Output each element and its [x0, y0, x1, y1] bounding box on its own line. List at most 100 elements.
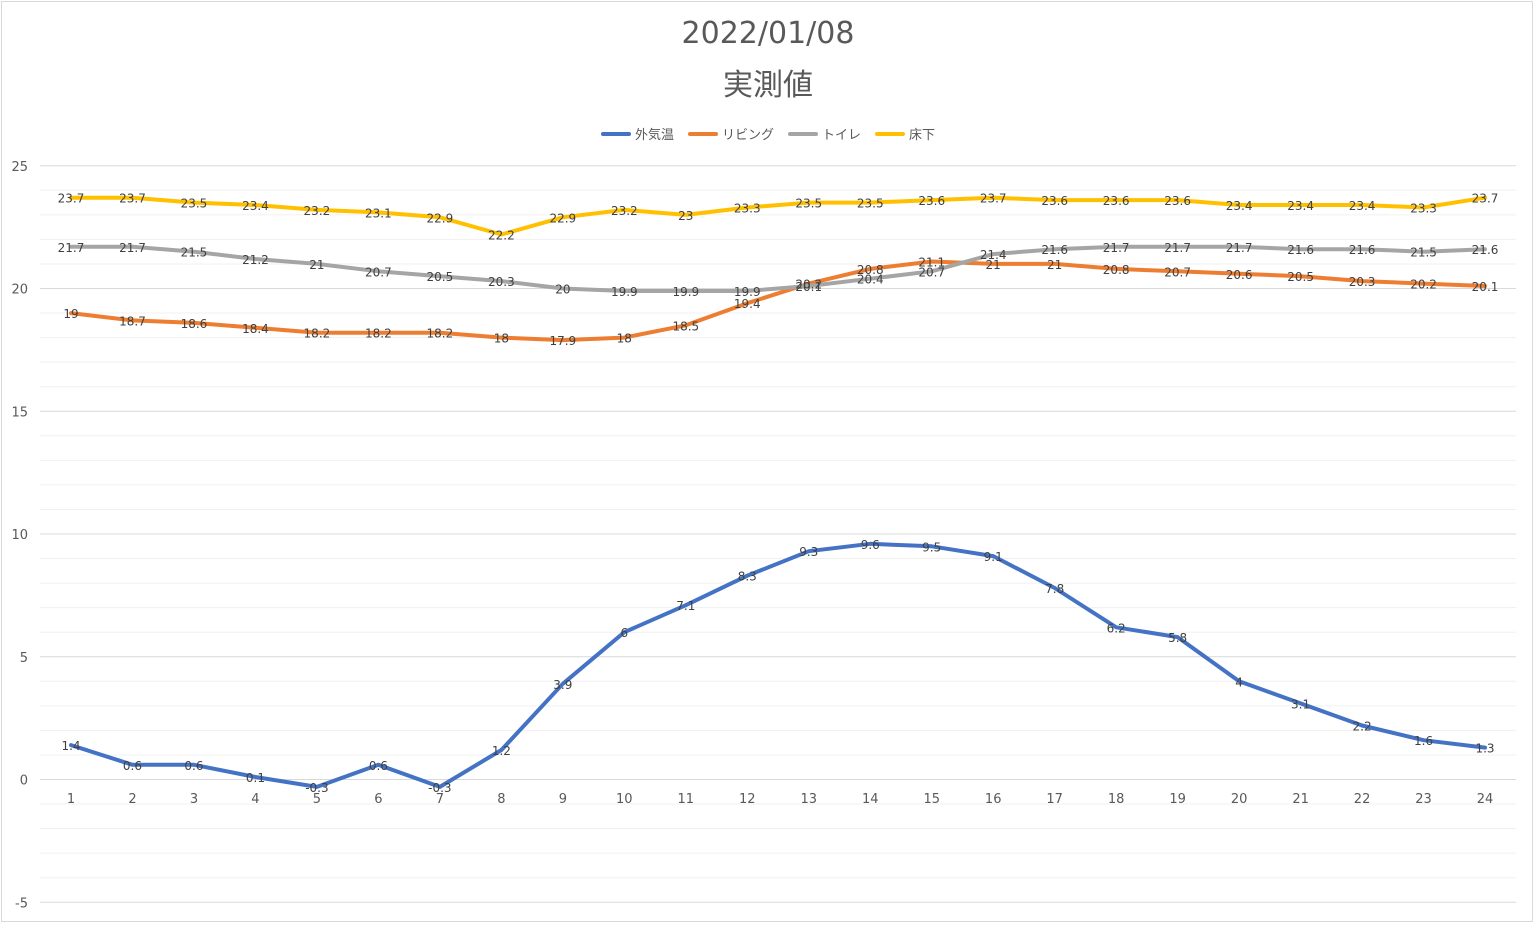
y-tick-label: 10 [11, 528, 28, 543]
data-label: 20.2 [1410, 278, 1437, 292]
data-label: 18.2 [304, 327, 331, 341]
x-axis: 1 2 3 4 5 6 7 8 9 10 11 12 13 14 15 16 17 18 19 20 21 22 23 24 [67, 792, 1493, 807]
data-label: 23.2 [304, 204, 331, 218]
data-label: 21.6 [1472, 243, 1499, 257]
x-tick-label: 5 [313, 792, 321, 807]
data-label: 21.7 [1226, 241, 1253, 255]
data-label: 23.3 [734, 201, 761, 215]
legend-swatch [687, 131, 718, 136]
y-tick-label: 20 [11, 283, 28, 298]
data-label: 21.5 [181, 246, 208, 260]
x-tick-label: 7 [436, 792, 444, 807]
data-labels: 1.4 0.6 0.6 0.1 -0.3 0.6 -0.3 1.2 3.9 6 7.1 8.3 9.3 9… [58, 192, 1499, 795]
data-label: 9.3 [799, 545, 818, 559]
data-label: 2.2 [1353, 719, 1372, 733]
y-tick-label: 0 [20, 774, 28, 789]
data-label: 1.3 [1475, 742, 1494, 756]
data-label: 21.6 [1041, 243, 1068, 257]
data-label: 21.7 [119, 241, 146, 255]
data-label: 23.6 [1041, 194, 1068, 208]
legend-swatch [600, 131, 631, 136]
legend-swatch [788, 131, 818, 136]
data-label: 9.5 [922, 540, 941, 554]
data-label: 3.1 [1291, 697, 1310, 711]
y-tick-label: 5 [20, 651, 28, 666]
x-tick-label: 8 [497, 792, 505, 807]
data-label: 9.6 [861, 538, 880, 552]
data-label: 21.2 [242, 253, 269, 267]
data-label: 9.1 [984, 550, 1003, 564]
x-tick-label: 23 [1415, 792, 1432, 807]
data-label: 18.7 [119, 314, 146, 328]
x-tick-label: 6 [374, 792, 382, 807]
legend-swatch [875, 131, 906, 136]
legend-label: トイレ [822, 128, 862, 143]
x-tick-label: 1 [67, 792, 75, 807]
x-tick-label: 9 [559, 792, 567, 807]
data-label: 23.7 [1472, 192, 1499, 206]
legend: 外気温 リビング トイレ 床下 [0, 124, 1536, 143]
data-label: 22.2 [488, 228, 515, 242]
chart-title: 2022/01/08 [681, 16, 855, 51]
data-label: 7.1 [676, 599, 695, 613]
data-label: 20.3 [1349, 275, 1376, 289]
data-label: 20.5 [427, 270, 454, 284]
series-line-1 [69, 259, 1487, 343]
data-label: 20.3 [488, 275, 515, 289]
data-label: 8.3 [738, 570, 757, 584]
data-label: 0.6 [123, 759, 142, 773]
x-tick-label: 21 [1292, 792, 1309, 807]
data-label: 18 [617, 332, 632, 346]
data-label: 21.1 [918, 255, 945, 269]
data-label: 20.7 [365, 265, 392, 279]
data-label: 21.6 [1349, 243, 1376, 257]
data-label: 19.4 [734, 297, 761, 311]
x-tick-label: 16 [985, 792, 1002, 807]
data-label: 21.5 [1410, 246, 1437, 260]
data-label: 21 [986, 258, 1001, 272]
legend-label: リビング [721, 128, 774, 143]
data-label: 19 [63, 307, 78, 321]
data-label: 21.6 [1287, 243, 1314, 257]
data-label: 22.9 [549, 211, 576, 225]
legend-label: 床下 [909, 128, 936, 143]
data-label: 23.2 [611, 204, 638, 218]
data-label: 20.8 [857, 263, 884, 277]
data-label: 0.1 [246, 771, 265, 785]
data-label: 23.5 [857, 197, 884, 211]
x-tick-label: 14 [862, 792, 879, 807]
data-label: 19.9 [734, 285, 761, 299]
x-tick-label: 19 [1169, 792, 1186, 807]
x-tick-label: 15 [923, 792, 940, 807]
y-tick-label: -5 [15, 896, 28, 911]
x-tick-label: 11 [678, 792, 695, 807]
data-label: 18.5 [672, 319, 699, 333]
data-label: 23.5 [181, 197, 208, 211]
data-label: 19.9 [672, 285, 699, 299]
data-label: 23.4 [1349, 199, 1376, 213]
x-tick-label: 20 [1231, 792, 1248, 807]
data-label: 23.5 [795, 197, 822, 211]
data-label: 21.7 [1164, 241, 1191, 255]
legend-item-0: 外気温 [600, 124, 674, 143]
legend-item-3: 床下 [875, 124, 935, 143]
data-label: 18 [494, 332, 509, 346]
data-label: 23.6 [918, 194, 945, 208]
x-tick-label: 24 [1477, 792, 1494, 807]
data-label: 17.9 [549, 334, 576, 348]
x-tick-label: 13 [800, 792, 817, 807]
data-label: 6 [620, 626, 628, 640]
legend-item-1: リビング [687, 124, 774, 143]
data-label: 20.5 [1287, 270, 1314, 284]
data-label: 3.9 [553, 678, 572, 692]
x-tick-label: 10 [616, 792, 633, 807]
data-label: 5.8 [1168, 631, 1187, 645]
data-label: 18.6 [181, 317, 208, 331]
x-tick-label: 18 [1108, 792, 1125, 807]
data-label: 21.4 [980, 248, 1007, 262]
data-label: 23.1 [365, 206, 392, 220]
data-label: 21 [309, 258, 324, 272]
data-label: 1.6 [1414, 734, 1433, 748]
y-tick-label: 15 [11, 405, 28, 420]
